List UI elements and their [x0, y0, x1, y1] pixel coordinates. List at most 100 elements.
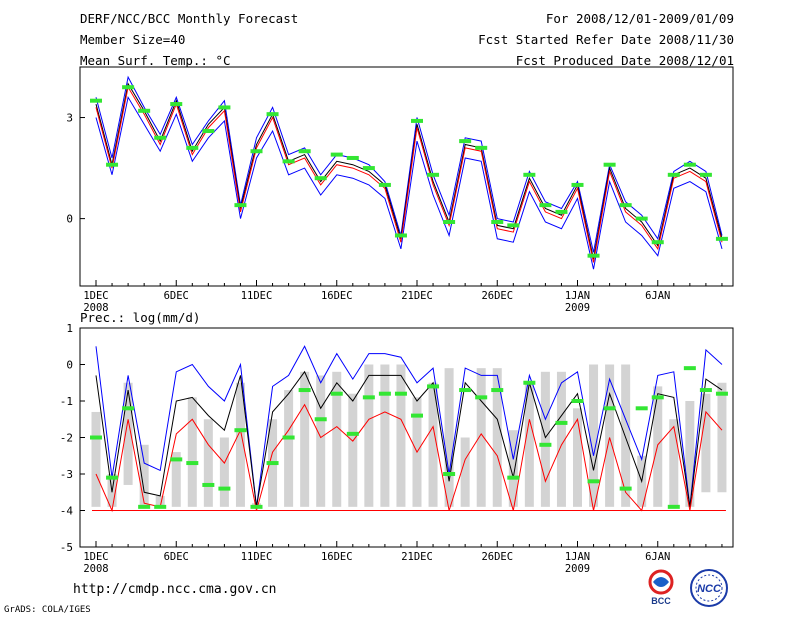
obs-marker — [138, 108, 151, 113]
spread-bar — [717, 382, 727, 493]
series-line-lower — [95, 403, 723, 513]
spread-bar — [556, 371, 566, 507]
spread-bar — [492, 368, 502, 507]
spread-bar — [701, 393, 711, 493]
obs-marker — [154, 135, 167, 140]
x-tick-label: 6DEC — [164, 290, 189, 302]
obs-marker — [330, 391, 343, 396]
obs-marker — [507, 223, 520, 228]
forecast-produced-date: Fcst Produced Date 2008/12/01 — [515, 53, 734, 68]
spread-bar — [316, 375, 326, 507]
series-line-lower — [95, 95, 723, 270]
obs-marker — [667, 172, 680, 177]
obs-marker — [378, 182, 391, 187]
obs-marker — [234, 203, 247, 208]
obs-marker — [635, 406, 648, 411]
obs-marker — [491, 219, 504, 224]
x-year-label: 2009 — [565, 302, 590, 314]
spread-bar — [332, 371, 342, 507]
obs-marker — [523, 172, 536, 177]
source-url[interactable]: http://cmdp.ncc.cma.gov.cn — [73, 582, 277, 597]
y-tick-label: -1 — [60, 395, 73, 408]
obs-marker — [154, 504, 167, 509]
obs-marker — [619, 203, 632, 208]
x-year-label: 2008 — [83, 563, 108, 575]
obs-marker — [106, 162, 119, 167]
obs-marker — [667, 504, 680, 509]
obs-marker — [715, 236, 728, 241]
obs-marker — [250, 504, 263, 509]
x-year-label: 2008 — [83, 302, 108, 314]
obs-marker — [603, 162, 616, 167]
y-tick-label: 3 — [66, 112, 73, 125]
obs-marker — [282, 159, 295, 164]
y-tick-label: 0 — [66, 359, 73, 372]
ncc-logo: NCC — [690, 569, 728, 607]
x-year-label: 2009 — [565, 563, 590, 575]
obs-marker — [555, 209, 568, 214]
spread-bar — [187, 397, 197, 507]
x-tick-label: 21DEC — [401, 290, 433, 302]
spread-bar — [300, 371, 310, 507]
plot-frame — [79, 66, 734, 287]
series-line-mean — [95, 82, 723, 260]
spread-bar — [669, 419, 679, 507]
x-tick-label: 6JAN — [645, 551, 670, 563]
obs-marker — [378, 391, 391, 396]
obs-marker — [122, 85, 135, 90]
obs-marker — [491, 388, 504, 393]
obs-marker — [619, 486, 632, 491]
spread-bar — [155, 495, 165, 507]
obs-marker — [699, 388, 712, 393]
obs-marker — [427, 384, 440, 389]
obs-marker — [459, 388, 472, 393]
obs-marker — [539, 203, 552, 208]
obs-marker — [314, 417, 327, 422]
x-tick-label: 26DEC — [481, 290, 513, 302]
y-tick-label: 1 — [66, 322, 73, 335]
spread-bar — [605, 364, 615, 507]
obs-marker — [443, 472, 456, 476]
x-tick-label: 16DEC — [321, 290, 353, 302]
obs-marker — [427, 172, 440, 177]
series-line-upper — [95, 345, 723, 507]
obs-marker — [507, 475, 520, 480]
obs-marker — [443, 219, 456, 224]
x-tick-label: 1DEC — [83, 290, 108, 302]
obs-marker — [106, 475, 119, 480]
member-size-label: Member Size=40 — [80, 32, 186, 47]
y-tick-label: -3 — [60, 468, 73, 481]
obs-marker — [186, 461, 199, 466]
y-tick-label: -2 — [60, 432, 73, 445]
obs-marker — [234, 428, 247, 433]
obs-marker — [523, 380, 536, 385]
obs-marker — [186, 145, 199, 150]
obs-marker — [571, 399, 584, 403]
x-tick-label: 6DEC — [164, 551, 189, 563]
obs-marker — [715, 391, 728, 396]
obs-marker — [587, 253, 600, 258]
x-tick-label: 11DEC — [241, 551, 273, 563]
ncc-logo-text: NCC — [697, 583, 722, 595]
x-tick-label: 1JAN — [565, 551, 590, 563]
x-tick-label: 1DEC — [83, 551, 108, 563]
spread-bar — [508, 430, 518, 507]
x-tick-label: 6JAN — [645, 290, 670, 302]
forecast-started-date: Fcst Started Refer Date 2008/11/30 — [478, 32, 734, 47]
grads-credit: GrADS: COLA/IGES — [4, 605, 91, 615]
obs-marker — [202, 482, 215, 487]
spread-bar — [685, 401, 695, 507]
y-tick-label: 0 — [66, 213, 73, 226]
spread-bar — [428, 382, 438, 507]
header-left: DERF/NCC/BCC Monthly Forecast Member Siz… — [80, 11, 298, 74]
obs-marker — [250, 149, 263, 154]
obs-marker — [202, 129, 215, 134]
obs-marker — [346, 431, 359, 436]
obs-marker — [362, 395, 375, 400]
obs-marker — [683, 162, 696, 167]
obs-marker — [90, 98, 102, 103]
obs-marker — [218, 105, 231, 110]
